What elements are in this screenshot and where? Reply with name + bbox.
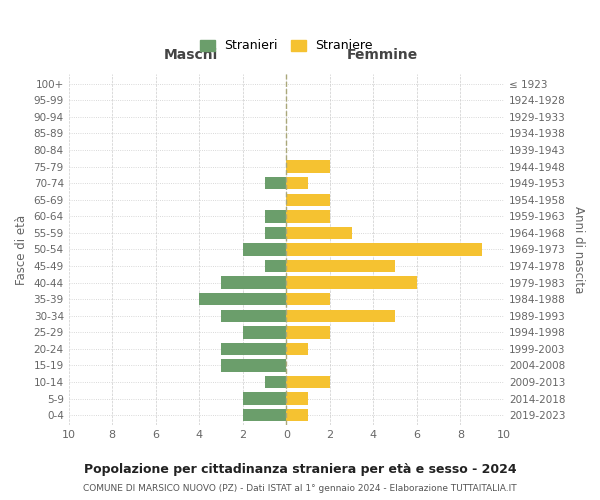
Bar bbox=[286, 293, 330, 306]
Bar bbox=[265, 226, 286, 239]
Y-axis label: Anni di nascita: Anni di nascita bbox=[572, 206, 585, 293]
Bar bbox=[221, 342, 286, 355]
Bar bbox=[265, 376, 286, 388]
Bar bbox=[265, 260, 286, 272]
Y-axis label: Fasce di età: Fasce di età bbox=[15, 214, 28, 284]
Bar bbox=[286, 194, 330, 206]
Bar bbox=[199, 293, 286, 306]
Text: Maschi: Maschi bbox=[163, 48, 218, 62]
Bar bbox=[286, 342, 308, 355]
Bar bbox=[221, 360, 286, 372]
Bar bbox=[286, 160, 330, 173]
Text: Popolazione per cittadinanza straniera per età e sesso - 2024: Popolazione per cittadinanza straniera p… bbox=[83, 462, 517, 475]
Bar bbox=[265, 210, 286, 222]
Bar bbox=[243, 244, 286, 256]
Bar bbox=[265, 177, 286, 190]
Bar bbox=[286, 260, 395, 272]
Bar bbox=[286, 210, 330, 222]
Bar bbox=[221, 310, 286, 322]
Bar bbox=[243, 326, 286, 338]
Bar bbox=[243, 409, 286, 422]
Legend: Stranieri, Straniere: Stranieri, Straniere bbox=[194, 34, 378, 58]
Bar bbox=[221, 276, 286, 289]
Text: COMUNE DI MARSICO NUOVO (PZ) - Dati ISTAT al 1° gennaio 2024 - Elaborazione TUTT: COMUNE DI MARSICO NUOVO (PZ) - Dati ISTA… bbox=[83, 484, 517, 493]
Bar bbox=[286, 376, 330, 388]
Text: Femmine: Femmine bbox=[346, 48, 418, 62]
Bar bbox=[286, 276, 417, 289]
Bar bbox=[286, 409, 308, 422]
Bar bbox=[286, 392, 308, 405]
Bar bbox=[286, 226, 352, 239]
Bar bbox=[286, 177, 308, 190]
Bar bbox=[286, 310, 395, 322]
Bar bbox=[286, 326, 330, 338]
Bar bbox=[243, 392, 286, 405]
Bar bbox=[286, 244, 482, 256]
